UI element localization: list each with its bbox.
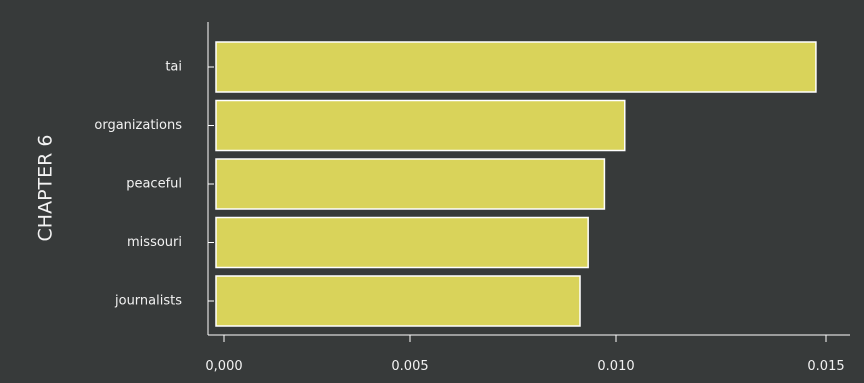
bar-peaceful <box>215 158 606 210</box>
x-tick-label: 0,000 <box>205 359 242 374</box>
bar-organizations <box>215 99 626 152</box>
bars-group <box>215 41 817 327</box>
x-ticks-group: 0,000 0.005 0.010 0.015 <box>205 335 845 374</box>
y-tick-label: organizations <box>94 118 182 133</box>
y-ticks-group: tai organizations peaceful missouri journali… <box>94 60 214 309</box>
x-tick-label: 0.005 <box>391 359 428 374</box>
y-axis-label: CHAPTER 6 <box>35 135 57 242</box>
x-tick-label: 0.010 <box>597 359 634 374</box>
y-tick-label: missouri <box>127 235 182 250</box>
bar-missouri <box>215 216 589 269</box>
x-tick-label: 0.015 <box>807 359 844 374</box>
bar-journalists <box>215 275 581 327</box>
bar-tai <box>215 41 817 93</box>
y-tick-label: journalists <box>114 294 182 309</box>
y-tick-label: peaceful <box>126 177 182 192</box>
y-tick-label: tai <box>165 60 182 75</box>
